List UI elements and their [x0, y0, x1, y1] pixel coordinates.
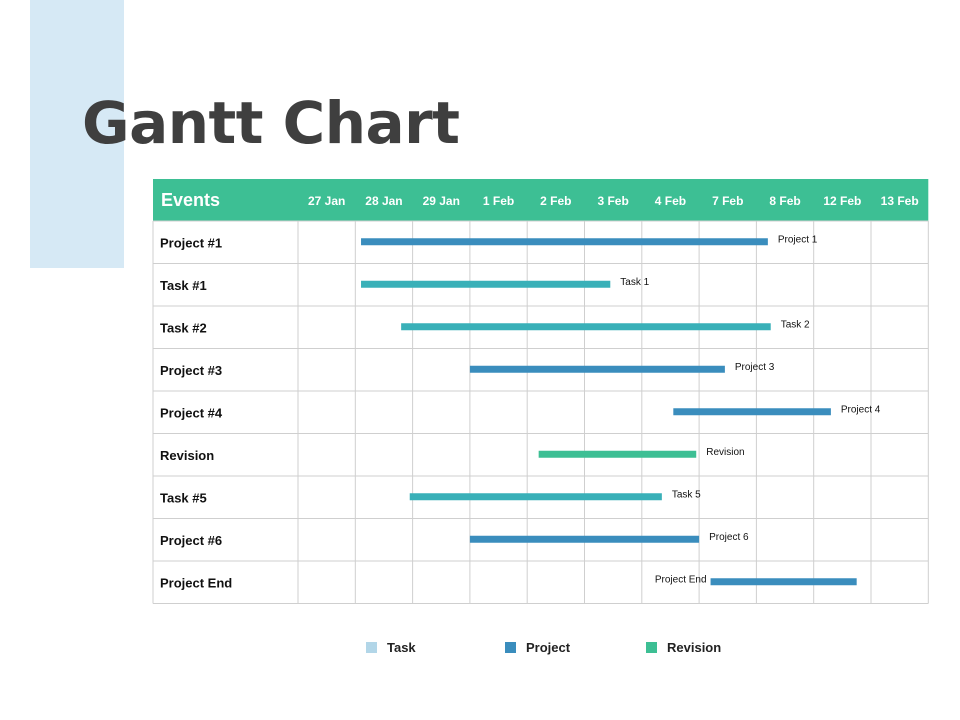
event-label: Project #3	[160, 363, 222, 378]
table-header	[153, 179, 929, 221]
column-header: 4 Feb	[655, 194, 686, 208]
column-header: 3 Feb	[597, 194, 628, 208]
gantt-bar	[673, 408, 831, 416]
column-header: 29 Jan	[423, 194, 460, 208]
legend-label-revision: Revision	[667, 640, 722, 655]
gantt-bar	[469, 535, 700, 543]
bar-label: Task 1	[620, 277, 649, 288]
page-title: Gantt Chart	[82, 89, 460, 157]
column-header: 13 Feb	[881, 194, 919, 208]
column-header: 28 Jan	[365, 194, 402, 208]
column-header: 1 Feb	[483, 194, 514, 208]
header-events: Events	[161, 190, 220, 210]
bar-label: Project 3	[735, 362, 775, 373]
gantt-bar	[361, 238, 768, 246]
legend-label-project: Project	[526, 640, 571, 655]
legend-item-project: Project	[505, 640, 570, 655]
column-header: 12 Feb	[823, 194, 861, 208]
gantt-bar	[469, 365, 725, 373]
event-label: Task #2	[160, 320, 207, 335]
gantt-bar	[401, 323, 771, 331]
column-header: 2 Feb	[540, 194, 571, 208]
event-label: Revision	[160, 448, 214, 463]
event-label: Task #1	[160, 278, 207, 293]
legend-swatch-project	[505, 642, 516, 653]
bar-label: Task 5	[672, 489, 701, 500]
bar-label: Project 6	[709, 532, 749, 543]
column-header: 27 Jan	[308, 194, 345, 208]
event-label: Task #5	[160, 490, 207, 505]
event-label: Project #1	[160, 235, 222, 250]
bar-label: Revision	[706, 447, 744, 458]
legend-swatch-revision	[646, 642, 657, 653]
bar-label: Project 1	[778, 234, 818, 245]
gantt-bar	[409, 493, 662, 501]
bar-label: Project End	[655, 574, 707, 585]
gantt-bar	[710, 578, 857, 586]
event-label: Project End	[160, 575, 232, 590]
legend-item-revision: Revision	[646, 640, 721, 655]
bar-label: Task 2	[781, 319, 810, 330]
bar-label: Project 4	[841, 404, 881, 415]
event-label: Project #4	[160, 405, 223, 420]
gantt-bar	[538, 450, 697, 458]
legend-label-task: Task	[387, 640, 416, 655]
legend: Task Project Revision	[0, 640, 960, 662]
column-header: 8 Feb	[769, 194, 800, 208]
legend-item-task: Task	[366, 640, 416, 655]
event-label: Project #6	[160, 533, 222, 548]
gantt-bar	[361, 280, 611, 288]
legend-swatch-task	[366, 642, 377, 653]
accent-block	[30, 0, 124, 268]
column-header: 7 Feb	[712, 194, 743, 208]
